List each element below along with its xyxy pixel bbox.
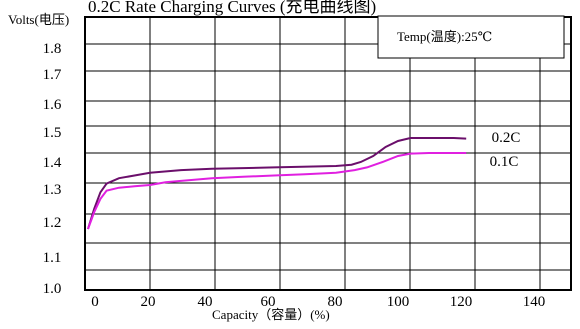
y-tick-label: 1.3: [43, 182, 62, 198]
temperature-annotation: Temp(温度):25℃: [397, 29, 492, 44]
y-axis-label: Volts(电压): [8, 12, 69, 27]
grid: [84, 17, 571, 290]
x-tick-label: 100: [387, 294, 410, 310]
series-label-0.2C: 0.2C: [492, 130, 521, 146]
y-tick-label: 1.1: [43, 250, 62, 266]
x-tick-label: 60: [261, 294, 276, 310]
temperature-box: [377, 15, 565, 59]
x-tick-label: 20: [141, 294, 156, 310]
x-tick-labels: 0 20 40 60 80 100 120 140: [91, 294, 545, 310]
x-tick-label: 40: [198, 294, 213, 310]
x-tick-label: 120: [450, 294, 473, 310]
y-tick-label: 1.7: [43, 67, 62, 83]
x-tick-label: 0: [91, 294, 99, 310]
series-labels: 0.2C 0.1C: [490, 130, 521, 170]
x-tick-label: 140: [523, 294, 546, 310]
y-tick-label: 1.5: [43, 125, 62, 141]
y-tick-label: 1.0: [43, 281, 62, 297]
series-label-0.1C: 0.1C: [490, 154, 519, 170]
chart-title: 0.2C Rate Charging Curves (充电曲线图): [88, 0, 376, 16]
series-line-0.2C: [87, 137, 467, 230]
y-tick-label: 1.6: [43, 97, 62, 113]
x-tick-label: 80: [328, 294, 343, 310]
y-tick-label: 1.2: [43, 215, 62, 231]
series-line-0.1C: [87, 152, 467, 230]
y-tick-labels: 1.0 1.1 1.2 1.3 1.4 1.5 1.6 1.7 1.8: [43, 41, 62, 297]
y-tick-label: 1.8: [43, 41, 62, 57]
x-axis-label: Capacity（容量）(%): [212, 307, 330, 322]
series-lines: [87, 137, 467, 230]
y-tick-label: 1.4: [43, 155, 62, 171]
